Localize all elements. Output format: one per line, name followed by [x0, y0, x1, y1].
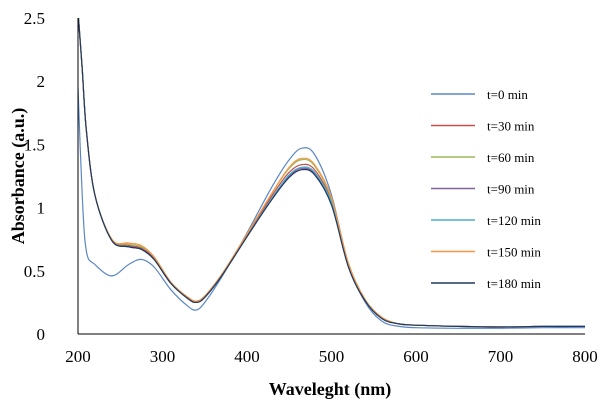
legend-label: t=90 min [487, 182, 535, 197]
legend-label: t=60 min [487, 150, 535, 165]
y-tick-label: 1 [37, 199, 46, 218]
y-tick-label: 2.5 [24, 9, 45, 28]
y-tick-label: 1.5 [24, 135, 45, 154]
x-axis-title: Waveleght (nm) [269, 379, 391, 400]
x-tick-label: 500 [319, 347, 345, 366]
x-tick-label: 200 [65, 347, 91, 366]
legend-label: t=0 min [487, 87, 528, 102]
y-tick-label: 0.5 [24, 262, 45, 281]
y-axis-title: Absorbance (a.u.) [8, 108, 29, 245]
x-tick-label: 800 [572, 347, 598, 366]
series-line-t-0-min [78, 87, 585, 329]
x-tick-labels: 200 300 400 500 600 700 800 [65, 347, 598, 366]
legend-label: t=180 min [487, 276, 541, 291]
legend-label: t=120 min [487, 213, 541, 228]
legend-label: t=30 min [487, 119, 535, 134]
x-tick-label: 700 [488, 347, 514, 366]
series-line-t-180-min [78, 18, 585, 328]
x-tick-label: 600 [403, 347, 429, 366]
y-tick-label: 2 [37, 72, 46, 91]
series-layer [78, 18, 585, 329]
y-tick-label: 0 [37, 325, 46, 344]
x-tick-label: 300 [150, 347, 176, 366]
legend: t=0 min t=30 min t=60 min t=90 min t=120 min… [431, 87, 541, 291]
x-tick-label: 400 [234, 347, 260, 366]
y-tick-labels: 0 0.5 1 1.5 2 2.5 [24, 9, 45, 344]
legend-label: t=150 min [487, 245, 541, 260]
